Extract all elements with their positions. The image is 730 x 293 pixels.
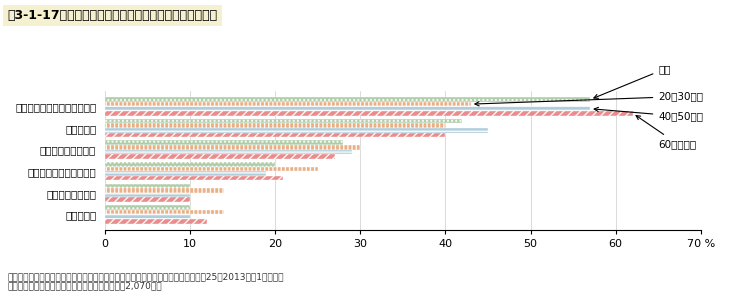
Bar bbox=[104, 210, 224, 214]
Bar bbox=[104, 154, 334, 159]
Bar bbox=[104, 214, 190, 219]
Bar bbox=[104, 123, 445, 128]
Text: 60歳代以上: 60歳代以上 bbox=[636, 115, 696, 149]
Bar bbox=[104, 150, 352, 154]
Text: 40～50歳代: 40～50歳代 bbox=[594, 107, 703, 121]
Bar bbox=[104, 188, 224, 193]
Bar bbox=[104, 128, 488, 133]
Bar bbox=[104, 219, 207, 224]
Bar bbox=[104, 193, 190, 197]
Bar bbox=[104, 171, 266, 176]
Bar bbox=[104, 184, 190, 188]
Bar bbox=[104, 145, 360, 150]
Bar bbox=[104, 162, 275, 167]
Text: 資料：農林水産省「女性の農業への関わり方に関するアンケート調査結果」（平成25（2013）年1月実施）: 資料：農林水産省「女性の農業への関わり方に関するアンケート調査結果」（平成25（… bbox=[7, 272, 284, 281]
Bar bbox=[104, 197, 190, 202]
Text: 全体: 全体 bbox=[594, 64, 671, 98]
Bar bbox=[104, 167, 318, 171]
Bar bbox=[104, 205, 190, 210]
Bar bbox=[104, 106, 590, 111]
Bar bbox=[104, 102, 471, 106]
Text: 注：女性農業者を対象とした郵送調査（回答数2,070人）: 注：女性農業者を対象とした郵送調査（回答数2,070人） bbox=[7, 281, 162, 290]
Bar bbox=[104, 176, 283, 180]
Bar bbox=[104, 97, 590, 102]
Bar bbox=[104, 133, 445, 137]
Bar bbox=[104, 111, 633, 115]
Text: 図3-1-17　女性農業者の活躍に必要なこと（複数回答）: 図3-1-17 女性農業者の活躍に必要なこと（複数回答） bbox=[7, 9, 218, 22]
Text: 20～30歳代: 20～30歳代 bbox=[475, 91, 703, 106]
Bar bbox=[104, 119, 462, 123]
Bar bbox=[104, 140, 343, 145]
